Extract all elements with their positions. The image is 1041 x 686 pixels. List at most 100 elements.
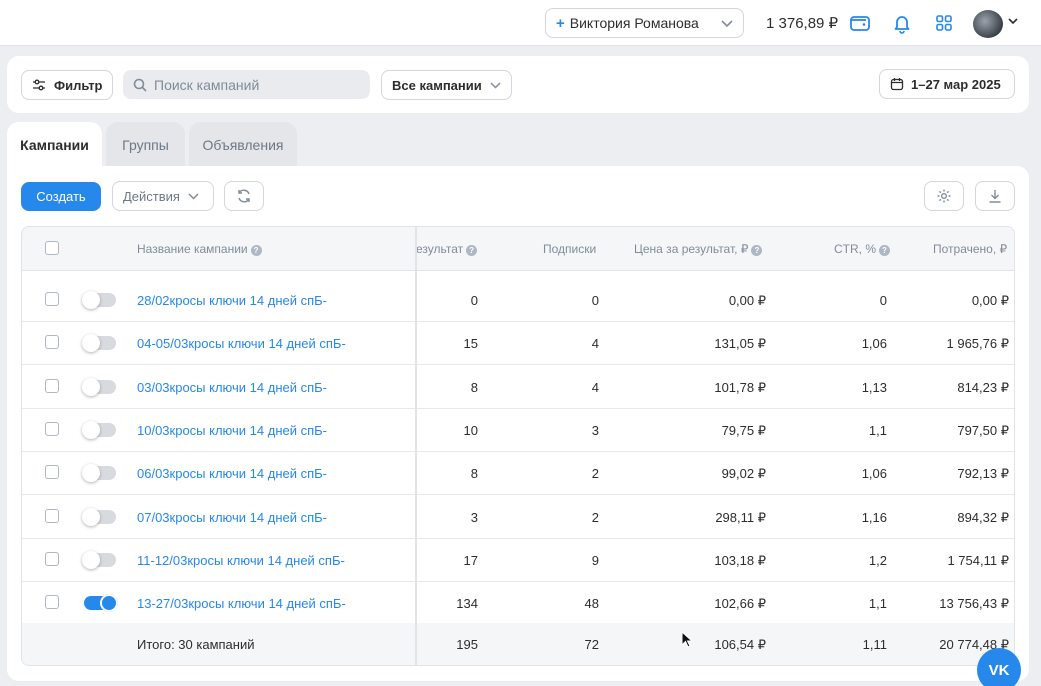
- cell-price: 99,02 ₽: [721, 466, 766, 482]
- refresh-button[interactable]: [224, 181, 264, 211]
- tab-groups[interactable]: Группы: [106, 122, 185, 167]
- tab-ads[interactable]: Объявления: [189, 122, 297, 167]
- row-checkbox[interactable]: [45, 551, 59, 566]
- cell-subscriptions: 4: [591, 379, 599, 395]
- toggle-knob: [82, 464, 100, 483]
- filter-bar: Фильтр Поиск кампаний Все кампании 1–27 …: [7, 56, 1029, 113]
- row-checkbox[interactable]: [45, 595, 59, 610]
- cell-result: 10: [463, 422, 478, 438]
- mouse-cursor-icon: [681, 631, 693, 648]
- chevron-down-icon[interactable]: [1008, 14, 1018, 28]
- cell-ctr: 1,06: [861, 466, 887, 482]
- campaigns-select[interactable]: Все кампании: [381, 70, 512, 100]
- cell-subscriptions: 3: [591, 422, 599, 438]
- help-icon[interactable]: ?: [751, 245, 763, 256]
- help-icon[interactable]: ?: [466, 245, 478, 256]
- toggle-knob: [82, 420, 100, 439]
- wallet-icon[interactable]: [849, 12, 871, 34]
- select-all-checkbox[interactable]: [45, 241, 59, 255]
- tab-campaigns[interactable]: Кампании: [7, 122, 102, 168]
- header-label: Название кампании: [137, 242, 248, 256]
- table-row: 06/03кросы ключи 14 дней спБ- 8 2 99,02 ₽ 1,…: [22, 452, 1014, 496]
- cell-subscriptions: 2: [591, 509, 599, 525]
- row-checkbox[interactable]: [45, 465, 59, 480]
- header-label: езультат: [416, 242, 464, 256]
- campaign-toggle[interactable]: [82, 464, 116, 483]
- cell-ctr: 1,13: [861, 379, 887, 395]
- campaign-name-link[interactable]: 11-12/03кросы ключи 14 дней спБ-: [137, 552, 345, 568]
- search-input[interactable]: Поиск кампаний: [123, 70, 370, 99]
- header-ctr[interactable]: CTR, %?: [834, 242, 890, 256]
- total-ctr: 1,11: [862, 637, 887, 652]
- table-row: 03/03кросы ключи 14 дней спБ- 8 4 101,78 ₽ 1…: [22, 366, 1014, 409]
- date-range-value: 1–27 мар 2025: [911, 76, 1001, 92]
- campaign-toggle[interactable]: [82, 420, 116, 439]
- tab-label: Кампании: [20, 137, 89, 153]
- campaign-name-link[interactable]: 28/02кросы ключи 14 дней спБ-: [137, 293, 328, 308]
- row-checkbox[interactable]: [45, 292, 59, 306]
- account-switcher[interactable]: + Виктория Романова: [545, 8, 744, 38]
- apps-grid-icon[interactable]: [933, 12, 955, 34]
- row-checkbox[interactable]: [45, 421, 59, 436]
- search-icon: [133, 78, 147, 92]
- create-button[interactable]: Создать: [21, 182, 101, 211]
- campaign-toggle[interactable]: [84, 594, 118, 613]
- campaign-toggle[interactable]: [82, 377, 116, 396]
- vk-logo-text: VK: [988, 661, 1010, 679]
- settings-button[interactable]: [924, 181, 964, 211]
- cell-spent: 13 756,43 ₽: [939, 596, 1009, 612]
- row-checkbox[interactable]: [45, 335, 59, 350]
- toggle-knob: [82, 334, 100, 353]
- table-row: 13-27/03кросы ключи 14 дней спБ- 134 48 102…: [22, 582, 1014, 626]
- cell-ctr: 1,1: [868, 422, 887, 438]
- refresh-icon: [238, 189, 250, 203]
- campaign-toggle[interactable]: [82, 334, 116, 353]
- cell-ctr: 1,2: [868, 552, 887, 568]
- cell-subscriptions: 0: [591, 293, 599, 308]
- help-icon[interactable]: ?: [250, 245, 262, 256]
- campaign-name-link[interactable]: 06/03кросы ключи 14 дней спБ-: [137, 466, 328, 482]
- actions-dropdown[interactable]: Действия: [112, 181, 214, 211]
- cell-price: 79,75 ₽: [721, 422, 766, 438]
- toggle-knob: [82, 550, 100, 569]
- header-result[interactable]: езультат?: [416, 242, 478, 256]
- cell-spent: 814,23 ₽: [957, 379, 1009, 395]
- campaign-name-link[interactable]: 13-27/03кросы ключи 14 дней спБ-: [137, 596, 346, 612]
- table-row: 28/02кросы ключи 14 дней спБ- 0 0 0,00 ₽ 0 0,…: [22, 279, 1014, 322]
- campaign-toggle[interactable]: [82, 550, 116, 569]
- header-price[interactable]: Цена за результат, ₽?: [634, 242, 763, 256]
- campaign-name-link[interactable]: 07/03кросы ключи 14 дней спБ-: [137, 509, 328, 525]
- header-subscriptions[interactable]: Подписки: [543, 242, 596, 256]
- campaign-toggle[interactable]: [82, 507, 116, 526]
- download-button[interactable]: [975, 181, 1015, 211]
- campaign-toggle[interactable]: [82, 291, 116, 309]
- actions-label: Действия: [123, 188, 180, 204]
- date-range-picker[interactable]: 1–27 мар 2025: [879, 69, 1015, 99]
- cell-subscriptions: 9: [591, 552, 599, 568]
- row-checkbox[interactable]: [45, 378, 59, 393]
- balance: 1 376,89 ₽: [766, 15, 839, 32]
- header-name[interactable]: Название кампании?: [137, 242, 262, 256]
- cell-price: 103,18 ₽: [714, 552, 766, 568]
- toggle-knob: [100, 594, 118, 613]
- campaign-name-link[interactable]: 03/03кросы ключи 14 дней спБ-: [137, 379, 328, 395]
- cell-result: 134: [456, 596, 478, 612]
- calendar-icon: [890, 77, 904, 91]
- account-name: Виктория Романова: [569, 15, 699, 31]
- row-checkbox[interactable]: [45, 508, 59, 523]
- bell-icon[interactable]: [891, 12, 913, 34]
- filter-button[interactable]: Фильтр: [21, 70, 113, 100]
- search-placeholder: Поиск кампаний: [154, 76, 260, 93]
- cell-result: 3: [470, 509, 478, 525]
- chevron-down-icon: [490, 81, 501, 89]
- campaign-name-link[interactable]: 04-05/03кросы ключи 14 дней спБ-: [137, 336, 346, 352]
- header-spent[interactable]: Потрачено, ₽: [933, 242, 1007, 256]
- total-row: Итого: 30 кампаний 195 72 106,54 ₽ 1,11 …: [22, 623, 1014, 665]
- total-price: 106,54 ₽: [714, 637, 766, 652]
- vk-logo-button[interactable]: VK: [977, 648, 1021, 686]
- cell-result: 8: [470, 379, 478, 395]
- toggle-knob: [82, 377, 100, 396]
- avatar[interactable]: [973, 10, 1003, 38]
- help-icon[interactable]: ?: [879, 245, 890, 256]
- campaign-name-link[interactable]: 10/03кросы ключи 14 дней спБ-: [137, 422, 328, 438]
